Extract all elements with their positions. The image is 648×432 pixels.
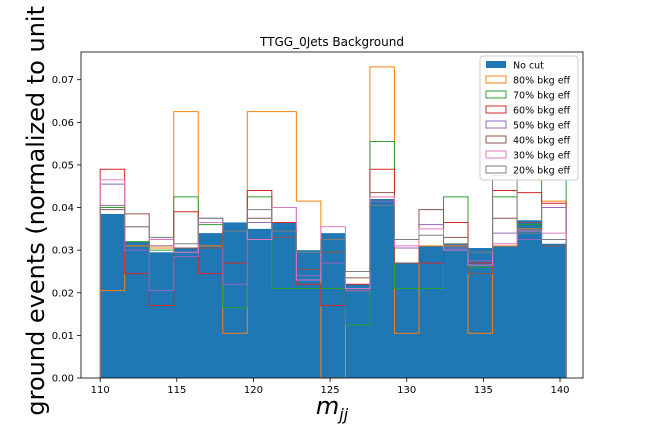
legend-label: 40% bkg eff	[513, 136, 571, 147]
no-cut-bar	[247, 228, 273, 378]
step-line-20-bkg-eff	[99, 175, 567, 378]
y-tick-label: 0.07	[52, 75, 74, 86]
legend-label: 30% bkg eff	[513, 151, 571, 162]
chart-title: TTGG_0Jets Background	[259, 35, 404, 49]
no-cut-bars	[100, 199, 567, 378]
y-tick-label: 0.01	[52, 331, 74, 342]
legend-swatch	[485, 150, 507, 159]
no-cut-bar	[492, 245, 518, 378]
no-cut-bar	[296, 250, 322, 378]
y-tick-label: 0.04	[52, 203, 74, 214]
legend-label: 70% bkg eff	[513, 91, 571, 102]
y-tick-label: 0.06	[52, 118, 74, 129]
y-axis-ticks: 0.00 0.01 0.02 0.03 0.04 0.05 0.06 0.07	[52, 75, 81, 385]
no-cut-bar	[124, 241, 150, 378]
legend-label: 50% bkg eff	[513, 121, 571, 132]
x-tick-label: 135	[474, 385, 493, 396]
legend-swatch	[485, 135, 507, 144]
x-axis-label: mjj	[316, 392, 349, 424]
legend: No cut 80% bkg eff 70% bkg eff 60% bkg eff 5…	[479, 55, 579, 181]
no-cut-bar	[517, 220, 542, 378]
y-tick-label: 0.05	[52, 160, 74, 171]
legend-swatch	[486, 61, 506, 68]
x-tick-label: 125	[321, 385, 340, 396]
x-tick-label: 115	[167, 385, 186, 396]
axes-frame	[80, 51, 584, 379]
x-tick-label: 140	[550, 385, 569, 396]
no-cut-bar	[271, 222, 297, 378]
no-cut-bar	[418, 245, 444, 378]
x-tick-label: 110	[91, 385, 110, 396]
legend-label: 80% bkg eff	[513, 76, 571, 87]
legend-label: 20% bkg eff	[513, 166, 571, 177]
no-cut-bar	[345, 284, 371, 378]
x-axis-label-subscript: jj	[337, 405, 348, 424]
x-tick-label: 130	[397, 385, 416, 396]
no-cut-bar	[100, 213, 125, 378]
legend-frame	[479, 55, 579, 181]
x-axis-label-main: m	[316, 392, 339, 420]
y-tick-label: 0.03	[52, 246, 74, 257]
no-cut-bar	[198, 233, 224, 378]
legend-swatch	[485, 90, 507, 99]
no-cut-bar	[394, 262, 420, 378]
legend-label: No cut	[513, 61, 544, 72]
y-tick-label: 0.02	[52, 288, 74, 299]
legend-swatch	[485, 105, 507, 114]
legend-swatch	[485, 120, 507, 129]
no-cut-bar	[369, 199, 395, 378]
legend-swatch	[485, 75, 507, 84]
x-tick-label: 120	[244, 385, 263, 396]
legend-items: No cut 80% bkg eff 70% bkg eff 60% bkg eff 5…	[485, 61, 571, 177]
x-axis-ticks: 110 115 120 125 130 135 140	[91, 378, 570, 396]
plot-area	[99, 66, 567, 379]
no-cut-bar	[149, 252, 175, 378]
no-cut-bar	[468, 248, 493, 378]
y-axis-label: ground events (normalized to unit	[22, 6, 50, 416]
y-tick-label: 0.00	[52, 374, 74, 385]
no-cut-bar	[541, 243, 567, 378]
no-cut-bar	[443, 243, 469, 378]
legend-swatch	[485, 165, 507, 174]
no-cut-bar	[222, 222, 248, 378]
legend-label: 60% bkg eff	[513, 106, 571, 117]
step-line-30-bkg-eff	[99, 179, 567, 378]
no-cut-bar	[173, 248, 199, 378]
